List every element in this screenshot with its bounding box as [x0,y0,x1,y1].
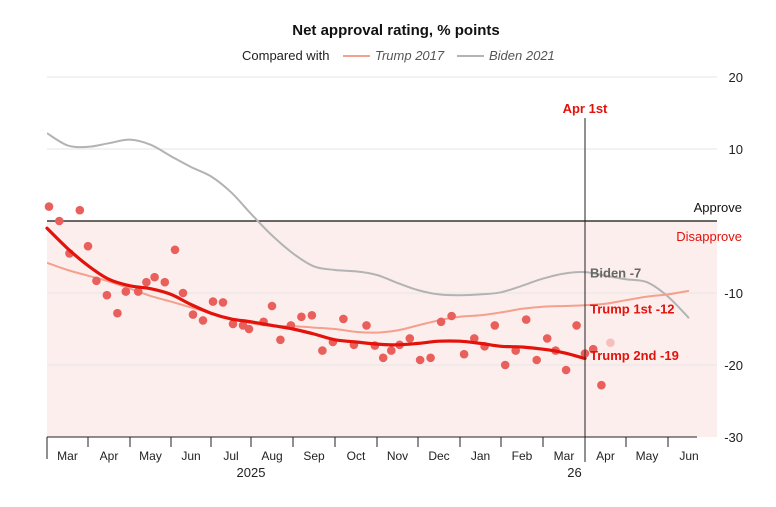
poll-dot [387,346,396,355]
poll-dot [521,315,531,324]
poll-dot [378,353,388,363]
poll-dot [44,202,54,211]
x-tick-label: Feb [512,449,533,463]
poll-dot [532,355,541,365]
x-tick-label: Jan [471,449,490,463]
x-tick-label: May [636,449,659,463]
poll-dot [362,321,371,330]
poll-dot [307,311,317,320]
poll-dot [447,311,456,321]
x-tick-label: Apr [100,449,119,463]
apr-1st-marker-label: Apr 1st [563,101,608,116]
poll-dot [55,216,64,226]
poll-dot [133,287,143,296]
legend-label-trump-2017: Trump 2017 [375,48,445,63]
poll-dot [160,277,170,287]
x-tick-label: Mar [554,449,575,463]
x-tick-label: Jun [679,449,698,463]
poll-dot [597,380,606,390]
y-tick-label: -10 [724,286,743,301]
poll-dot [588,344,598,354]
legend: Compared with Trump 2017 Biden 2021 [242,48,555,63]
x-tick-label: Jun [181,449,200,463]
poll-dot [511,346,520,355]
y-tick-label: -20 [724,358,743,373]
y-tick-label: 20 [729,70,743,85]
poll-dot [490,321,500,330]
x-tick-label: May [139,449,162,463]
disapprove-region [47,221,717,437]
poll-dot [208,297,218,306]
poll-dot [228,319,238,329]
poll-dot [150,272,159,282]
poll-dot [500,360,510,370]
poll-dot [218,298,228,307]
x-tick-label: Dec [428,449,449,463]
poll-dot [415,355,425,365]
poll-dot [572,321,581,330]
poll-dot [188,310,198,319]
year-label-26: 26 [567,465,581,480]
end-label-trump-2nd: Trump 2nd -19 [590,348,679,363]
poll-dot [542,334,552,343]
poll-dot [267,301,277,311]
poll-dot [297,312,306,322]
x-tick-label: Nov [387,449,408,463]
approve-label: Approve [694,200,742,215]
poll-dot [75,205,85,215]
end-label-trump-1st: Trump 1st -12 [590,301,675,316]
x-tick-label: Aug [261,449,282,463]
series-line-biden-2021 [47,132,690,319]
poll-dot [121,287,131,296]
poll-dot [405,334,415,343]
poll-dot [426,353,435,363]
x-axis-ticks: Mar Apr May Jun Jul Aug Sep Oct Nov Dec Jan Feb Mar A… [46,437,699,463]
poll-dot [339,314,348,324]
poll-dot [142,277,151,287]
x-tick-label: Oct [347,449,366,463]
poll-dot [470,334,479,343]
series-line-trump-2017 [47,261,690,334]
series-line-trump-2025 [45,226,587,361]
year-label-2025: 2025 [237,465,266,480]
poll-dots [44,202,615,390]
end-label-biden: Biden -7 [590,265,641,280]
chart-title: Net approval rating, % points [292,22,500,39]
poll-dot [244,324,254,334]
poll-dot [178,288,188,298]
poll-dot [170,245,180,255]
poll-dot [276,335,285,345]
poll-dot [561,365,571,375]
y-tick-label: -30 [724,430,743,445]
x-tick-label: Apr [596,449,615,463]
legend-prefix: Compared with [242,48,329,63]
legend-label-biden-2021: Biden 2021 [489,48,555,63]
x-tick-label: Mar [57,449,78,463]
poll-dot [92,276,101,286]
poll-dot [318,346,327,355]
poll-dot [83,241,93,251]
poll-dot [102,290,112,300]
x-tick-label: Sep [303,449,325,463]
poll-dot [436,317,446,327]
poll-dot [459,349,469,359]
disapprove-label: Disapprove [676,229,742,244]
poll-dot-faded [606,338,615,348]
poll-dot [113,308,122,318]
poll-dot [198,316,208,325]
y-tick-label: 10 [729,142,743,157]
y-axis-ticks: 20 10 -10 -20 -30 [724,70,743,445]
x-tick-label: Jul [223,449,238,463]
